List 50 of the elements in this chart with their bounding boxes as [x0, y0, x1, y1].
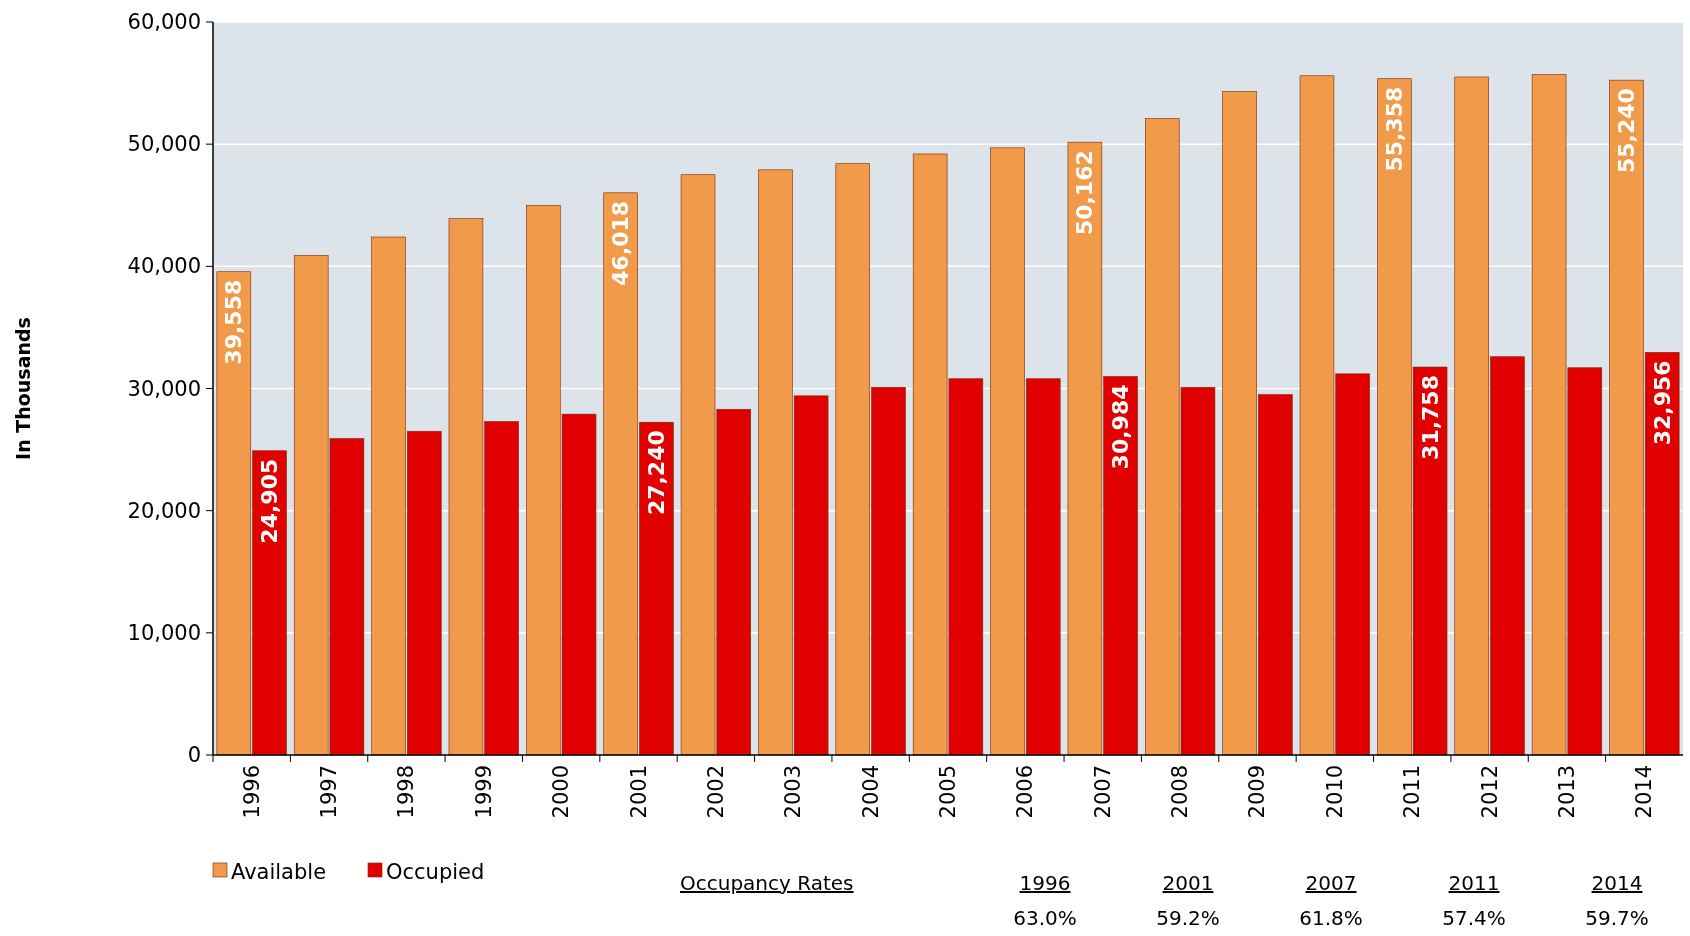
x-tick-label: 2013 — [1554, 765, 1579, 819]
data-label: 39,558 — [221, 279, 247, 365]
text: 2014 — [1591, 871, 1643, 895]
text: 2007 — [1305, 871, 1357, 895]
y-tick-label: 0 — [187, 743, 201, 767]
x-tick-label: 1997 — [317, 765, 342, 819]
x-tick-label: 2009 — [1245, 765, 1270, 819]
x-tick-label: 2010 — [1322, 765, 1347, 819]
x-tick-label: 2012 — [1477, 765, 1502, 819]
y-tick-label: 10,000 — [127, 620, 201, 645]
x-tick-label: 2005 — [936, 765, 960, 819]
text: 63.0% — [1013, 906, 1077, 930]
x-tick-label: 2000 — [549, 765, 574, 819]
y-tick-label: 20,000 — [127, 498, 201, 523]
text: 2001 — [1162, 871, 1214, 895]
x-tick-label: 2003 — [781, 765, 806, 819]
text: 2011 — [1448, 871, 1500, 895]
x-tick-label: 2006 — [1013, 765, 1038, 819]
data-label: 27,240 — [643, 430, 669, 516]
data-label: 32,956 — [1649, 360, 1675, 446]
x-tick-label: 2004 — [858, 765, 883, 819]
y-tick-label: 40,000 — [127, 254, 201, 279]
y-tick-label: 50,000 — [127, 132, 201, 157]
x-tick-label: 2008 — [1168, 765, 1193, 819]
y-tick-label: 60,000 — [127, 10, 201, 34]
x-tick-label: 2002 — [703, 765, 728, 819]
y-tick-label: 30,000 — [127, 376, 201, 401]
x-tick-label: 1996 — [239, 765, 264, 819]
x-tick-label: 1999 — [471, 765, 496, 819]
y-axis-title: In Thousands — [12, 317, 34, 460]
text: 61.8% — [1299, 906, 1363, 930]
text: 59.2% — [1156, 906, 1220, 930]
data-label: 31,758 — [1417, 375, 1443, 460]
x-tick-label: 2014 — [1632, 765, 1657, 819]
data-label: 55,358 — [1381, 86, 1407, 172]
x-tick-label: 2011 — [1400, 765, 1425, 819]
x-tick-label: 2001 — [626, 765, 651, 819]
text: 59.7% — [1585, 906, 1649, 930]
data-label: 30,984 — [1108, 384, 1134, 470]
data-label: 55,240 — [1613, 88, 1639, 174]
x-tick-label: 2007 — [1090, 765, 1115, 819]
text: 1996 — [1019, 871, 1071, 895]
text: 57.4% — [1442, 906, 1506, 930]
x-tick-label: 1998 — [394, 765, 419, 819]
data-label: 50,162 — [1072, 150, 1098, 236]
text: Occupancy Rates — [680, 871, 854, 895]
legend-label: Occupied — [386, 860, 485, 884]
legend-label: Available — [231, 860, 327, 884]
data-label: 24,905 — [257, 458, 283, 544]
data-label: 46,018 — [608, 200, 634, 286]
